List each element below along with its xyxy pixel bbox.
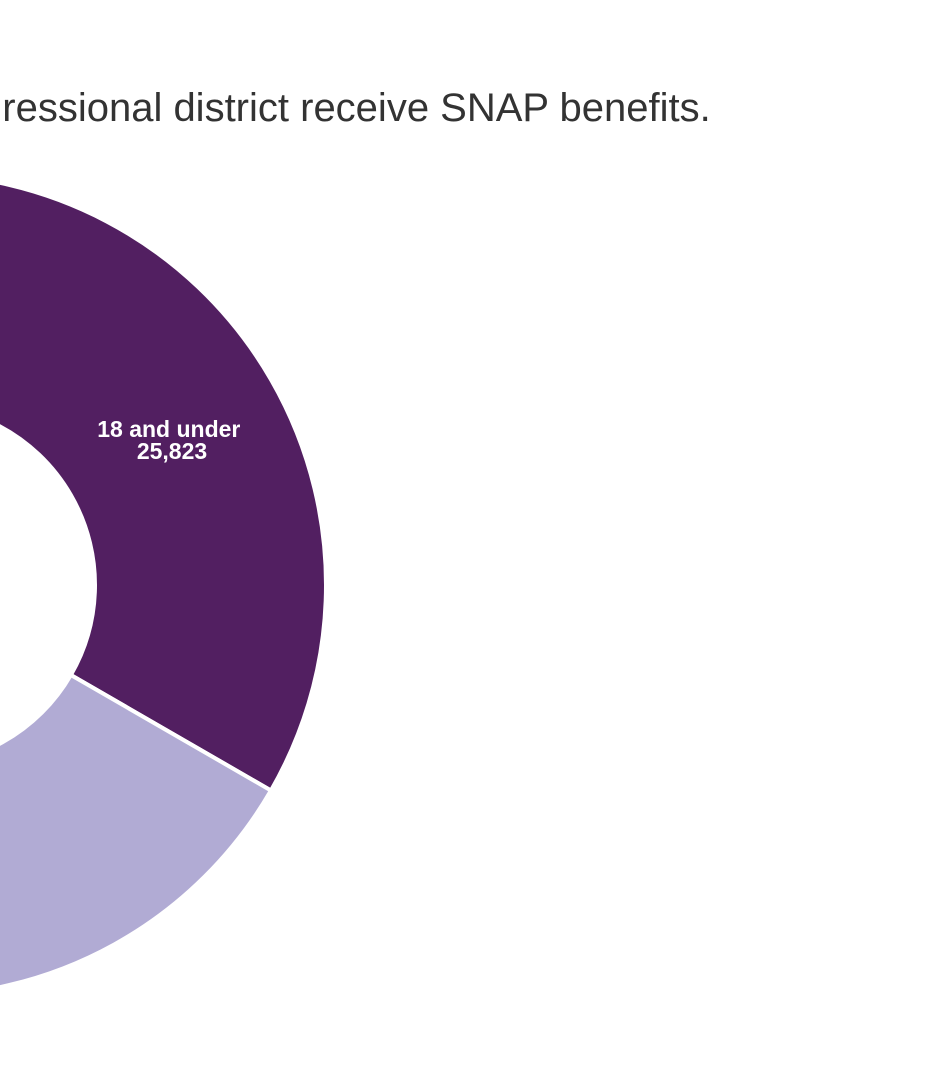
slice-value-18-and-under: 25,823 [137,438,207,464]
donut-slice-18-and-under [0,180,328,793]
donut-slice-slice-2 [0,673,273,990]
svg-text:18 and under 25,823: 18 and under 25,823 [97,416,247,464]
chart-subtitle: gressional district receive SNAP benefit… [0,86,711,130]
slice-label-18-and-under: 18 and under [97,416,240,442]
